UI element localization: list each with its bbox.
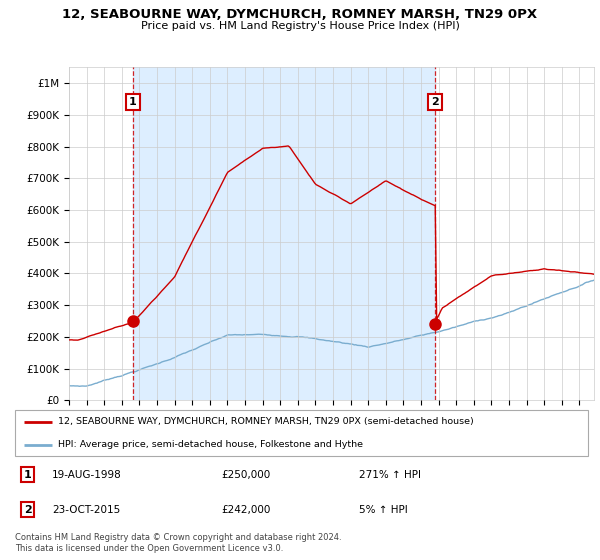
Text: £250,000: £250,000 bbox=[221, 470, 271, 479]
Text: 12, SEABOURNE WAY, DYMCHURCH, ROMNEY MARSH, TN29 0PX (semi-detached house): 12, SEABOURNE WAY, DYMCHURCH, ROMNEY MAR… bbox=[58, 417, 474, 427]
Text: 12, SEABOURNE WAY, DYMCHURCH, ROMNEY MARSH, TN29 0PX: 12, SEABOURNE WAY, DYMCHURCH, ROMNEY MAR… bbox=[62, 8, 538, 21]
Text: 1: 1 bbox=[129, 97, 137, 107]
Text: 19-AUG-1998: 19-AUG-1998 bbox=[52, 470, 122, 479]
Text: HPI: Average price, semi-detached house, Folkestone and Hythe: HPI: Average price, semi-detached house,… bbox=[58, 440, 363, 450]
Text: Price paid vs. HM Land Registry's House Price Index (HPI): Price paid vs. HM Land Registry's House … bbox=[140, 21, 460, 31]
Text: 271% ↑ HPI: 271% ↑ HPI bbox=[359, 470, 421, 479]
Text: 1: 1 bbox=[24, 470, 31, 479]
Text: 2: 2 bbox=[24, 505, 31, 515]
Text: 23-OCT-2015: 23-OCT-2015 bbox=[52, 505, 121, 515]
FancyBboxPatch shape bbox=[15, 410, 588, 456]
Bar bbox=[133, 67, 435, 400]
Text: 2: 2 bbox=[431, 97, 439, 107]
Text: £242,000: £242,000 bbox=[221, 505, 271, 515]
Text: 5% ↑ HPI: 5% ↑ HPI bbox=[359, 505, 407, 515]
Text: Contains HM Land Registry data © Crown copyright and database right 2024.
This d: Contains HM Land Registry data © Crown c… bbox=[15, 533, 341, 553]
